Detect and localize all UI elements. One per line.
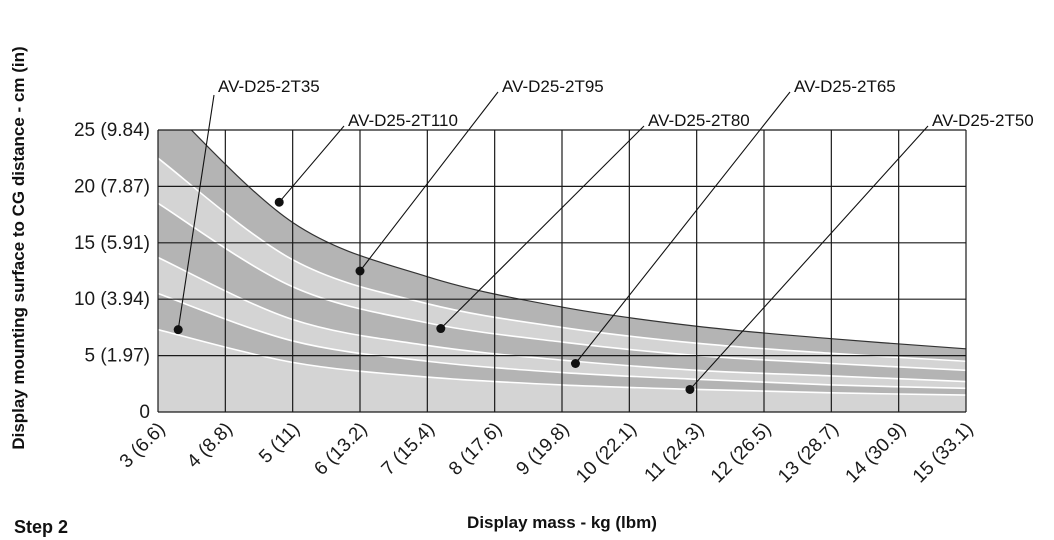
callout-line <box>689 125 929 390</box>
y-tick-label: 0 <box>139 402 150 423</box>
x-tick-label: 6 (13.2) <box>310 419 371 480</box>
callout-line <box>440 125 645 329</box>
x-tick-label: 15 (33.1) <box>909 419 978 488</box>
callout-dot <box>355 266 365 276</box>
callout-dot <box>274 197 284 207</box>
series-callouts: AV-D25-2T35 AV-D25-2T50 AV-D25-2T65 AV-D25-… <box>173 77 1034 394</box>
x-tick-labels: 3 (6.6) 4 (8.8) 5 (11) 6 (13.2) 7 (15.4) 8 (1… <box>116 419 978 488</box>
x-axis-title: Display mass - kg (lbm) <box>467 513 657 532</box>
series-label-av-d25-2t35: AV-D25-2T35 <box>218 77 320 96</box>
x-tick-label: 4 (8.8) <box>183 419 237 473</box>
y-tick-label: 5 (1.97) <box>85 346 150 367</box>
x-tick-label: 8 (17.6) <box>445 419 506 480</box>
x-tick-label: 3 (6.6) <box>116 419 170 473</box>
series-label-av-d25-2t95: AV-D25-2T95 <box>502 77 604 96</box>
callout-line <box>177 94 215 330</box>
x-tick-label: 9 (19.8) <box>512 419 573 480</box>
x-tick-label: 14 (30.9) <box>842 419 911 488</box>
callout-dot <box>436 324 446 334</box>
callout-dot <box>685 384 695 394</box>
y-tick-label: 25 (9.84) <box>74 120 150 141</box>
callout-line <box>575 91 791 364</box>
callout-dot <box>173 325 183 335</box>
y-axis-title: Display mounting surface to CG distance … <box>9 46 28 449</box>
x-tick-label: 11 (24.3) <box>641 419 709 487</box>
series-label-av-d25-2t50: AV-D25-2T50 <box>932 111 1034 130</box>
y-tick-label: 10 (3.94) <box>74 289 150 310</box>
step-label: Step 2 <box>14 517 69 537</box>
series-label-av-d25-2t80: AV-D25-2T80 <box>648 111 750 130</box>
x-tick-label: 10 (22.1) <box>572 419 641 488</box>
y-tick-label: 20 (7.87) <box>74 176 150 197</box>
callout-line <box>359 91 499 272</box>
grid-lines <box>157 129 967 413</box>
y-tick-labels: 0 5 (1.97) 10 (3.94) 15 (5.91) 20 (7.87) 25 (… <box>74 120 150 423</box>
x-tick-label: 12 (26.5) <box>707 419 776 488</box>
callout-dot <box>570 358 580 368</box>
series-label-av-d25-2t65: AV-D25-2T65 <box>794 77 896 96</box>
y-tick-label: 15 (5.91) <box>74 233 150 254</box>
x-tick-label: 5 (11) <box>255 419 304 468</box>
callout-line <box>278 125 345 203</box>
x-tick-label: 7 (15.4) <box>378 419 439 480</box>
series-label-av-d25-2t110: AV-D25-2T110 <box>348 111 458 130</box>
x-tick-label: 13 (28.7) <box>774 419 843 488</box>
